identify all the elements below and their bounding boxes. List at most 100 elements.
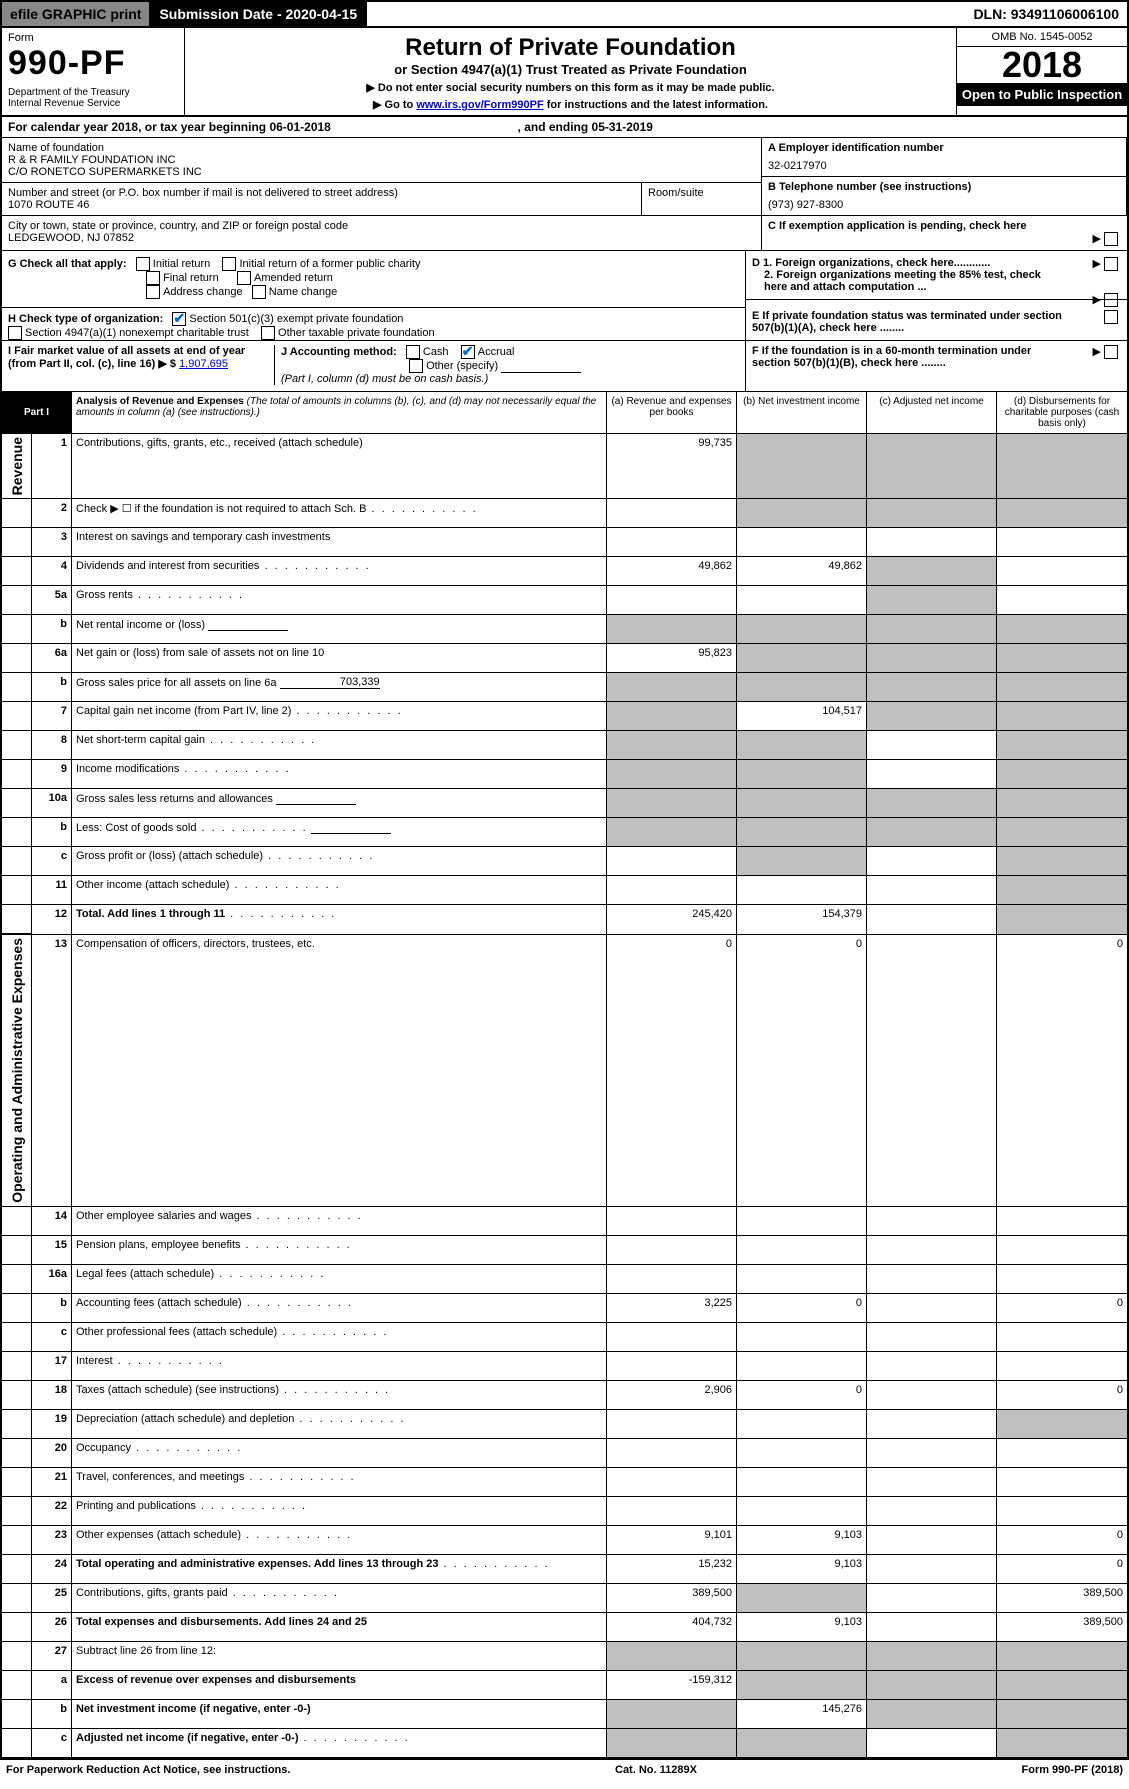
amt-a: [607, 1410, 737, 1438]
c-checkbox[interactable]: [1104, 232, 1118, 246]
table-row: bNet investment income (if negative, ent…: [2, 1700, 1127, 1729]
foundation-name: R & R FAMILY FOUNDATION INC: [8, 154, 635, 166]
amt-a: [607, 760, 737, 788]
g-name-checkbox[interactable]: [252, 285, 266, 299]
amt-c: [867, 905, 997, 934]
table-row: 16aLegal fees (attach schedule): [2, 1265, 1127, 1294]
f-checkbox[interactable]: [1104, 345, 1118, 359]
amt-b: 0: [737, 1294, 867, 1322]
row-desc: Net short-term capital gain: [72, 731, 607, 759]
table-row: 2Check ▶ ☐ if the foundation is not requ…: [2, 499, 1127, 528]
row-number: b: [32, 1700, 72, 1728]
amt-a: 3,225: [607, 1294, 737, 1322]
amt-a: [607, 789, 737, 817]
row-desc: Travel, conferences, and meetings: [72, 1468, 607, 1496]
row-desc: Total operating and administrative expen…: [72, 1555, 607, 1583]
amt-d: [997, 499, 1127, 527]
amt-b: [737, 1671, 867, 1699]
amt-d: [997, 1439, 1127, 1467]
g-final-checkbox[interactable]: [146, 271, 160, 285]
row-desc: Net investment income (if negative, ente…: [72, 1700, 607, 1728]
row-desc: Net gain or (loss) from sale of assets n…: [72, 644, 607, 672]
row-desc: Adjusted net income (if negative, enter …: [72, 1729, 607, 1757]
amt-c: [867, 1526, 997, 1554]
amt-c: [867, 1294, 997, 1322]
amt-a: 404,732: [607, 1613, 737, 1641]
d1-checkbox[interactable]: [1104, 257, 1118, 271]
j-accrual-checkbox[interactable]: [461, 345, 475, 359]
amt-d: [997, 1410, 1127, 1438]
row-number: 2: [32, 499, 72, 527]
amt-b: [737, 1729, 867, 1757]
row-desc: Depreciation (attach schedule) and deple…: [72, 1410, 607, 1438]
amt-c: [867, 935, 997, 1206]
col-d: (d) Disbursements for charitable purpose…: [997, 392, 1127, 434]
row-number: 14: [32, 1207, 72, 1235]
table-row: 14Other employee salaries and wages: [2, 1207, 1127, 1236]
col-a: (a) Revenue and expenses per books: [607, 392, 737, 434]
amt-d: [997, 528, 1127, 556]
amt-d: [997, 586, 1127, 614]
amt-b: 49,862: [737, 557, 867, 585]
h-4947-checkbox[interactable]: [8, 326, 22, 340]
e-checkbox[interactable]: [1104, 310, 1118, 324]
j-other-checkbox[interactable]: [409, 359, 423, 373]
row-desc: Other professional fees (attach schedule…: [72, 1323, 607, 1351]
j-cash-checkbox[interactable]: [406, 345, 420, 359]
h-501c3-checkbox[interactable]: [172, 312, 186, 326]
table-row: bLess: Cost of goods sold: [2, 818, 1127, 847]
table-row: aExcess of revenue over expenses and dis…: [2, 1671, 1127, 1700]
amt-d: [997, 702, 1127, 730]
h-other-checkbox[interactable]: [261, 326, 275, 340]
g-initial-checkbox[interactable]: [136, 257, 150, 271]
amt-d: [997, 1207, 1127, 1235]
row-number: 6a: [32, 644, 72, 672]
amt-a: [607, 499, 737, 527]
part1-tag: Part I: [2, 392, 72, 434]
amt-c: [867, 1671, 997, 1699]
amt-c: [867, 1323, 997, 1351]
row-number: 10a: [32, 789, 72, 817]
table-row: cAdjusted net income (if negative, enter…: [2, 1729, 1127, 1758]
table-row: 4Dividends and interest from securities4…: [2, 557, 1127, 586]
row-desc: Legal fees (attach schedule): [72, 1265, 607, 1293]
amt-a: [607, 615, 737, 643]
amt-a: [607, 1352, 737, 1380]
table-row: 19Depreciation (attach schedule) and dep…: [2, 1410, 1127, 1439]
g-label: G Check all that apply:: [8, 258, 127, 270]
instructions-link[interactable]: www.irs.gov/Form990PF: [416, 99, 543, 111]
tax-year: 2018: [957, 47, 1127, 83]
amt-a: 0: [607, 935, 737, 1206]
part1-title: Analysis of Revenue and Expenses: [76, 396, 244, 407]
amt-a: [607, 1439, 737, 1467]
amt-d: [997, 1497, 1127, 1525]
amt-b: [737, 1323, 867, 1351]
row-desc: Other expenses (attach schedule): [72, 1526, 607, 1554]
row-desc: Pension plans, employee benefits: [72, 1236, 607, 1264]
row-number: c: [32, 847, 72, 875]
d2-checkbox[interactable]: [1104, 293, 1118, 307]
row-desc: Interest on savings and temporary cash i…: [72, 528, 607, 556]
amt-b: [737, 586, 867, 614]
amt-c: [867, 702, 997, 730]
amt-b: [737, 615, 867, 643]
amt-b: [737, 760, 867, 788]
amt-d: [997, 731, 1127, 759]
row-desc: Taxes (attach schedule) (see instruction…: [72, 1381, 607, 1409]
table-row: 8Net short-term capital gain: [2, 731, 1127, 760]
amt-c: [867, 876, 997, 904]
g-amended-checkbox[interactable]: [237, 271, 251, 285]
g-initial-former-checkbox[interactable]: [222, 257, 236, 271]
table-row: 22Printing and publications: [2, 1497, 1127, 1526]
amt-c: [867, 731, 997, 759]
g-address-checkbox[interactable]: [146, 285, 160, 299]
row-desc: Gross sales price for all assets on line…: [72, 673, 607, 701]
amt-b: 9,103: [737, 1613, 867, 1641]
row-desc: Total. Add lines 1 through 11: [72, 905, 607, 934]
amt-b: 0: [737, 935, 867, 1206]
amt-c: [867, 1468, 997, 1496]
table-row: 21Travel, conferences, and meetings: [2, 1468, 1127, 1497]
amt-a: [607, 702, 737, 730]
amt-d: [997, 876, 1127, 904]
amt-c: [867, 1700, 997, 1728]
